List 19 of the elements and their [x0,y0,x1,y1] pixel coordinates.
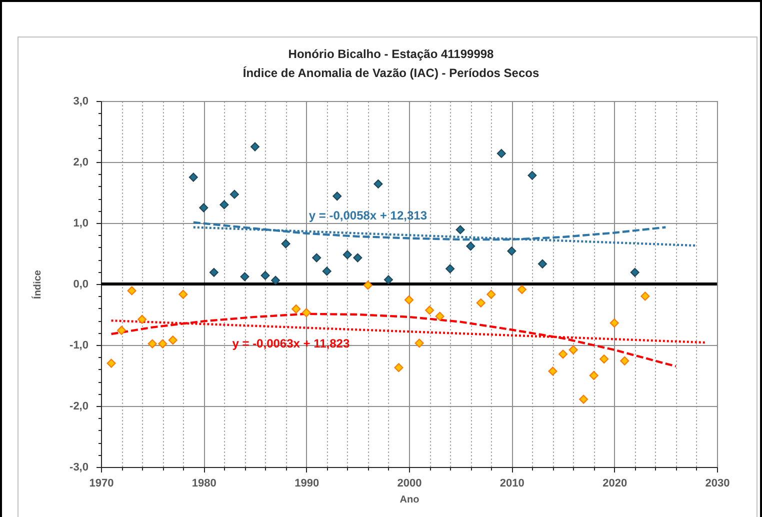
x-tick-label: 1990 [294,478,320,490]
x-tick-label: 2010 [500,478,524,490]
y-tick-label: -1,0 [70,340,88,352]
x-axis-title: Ano [400,494,420,506]
y-tick-label: -3,0 [70,462,88,474]
x-tick-label: 1970 [89,478,114,490]
chart-title: Honório Bicalho - Estação 41199998 [288,47,494,61]
x-tick-label: 2000 [397,478,422,490]
y-tick-label: 3,0 [73,96,88,108]
y-tick-label: -2,0 [70,400,88,412]
chart-subtitle: Índice de Anomalia de Vazão (IAC) - Períodos Secos [242,66,540,80]
x-tick-label: 2020 [602,478,628,490]
y-tick-label: 0,0 [73,278,88,290]
y-tick-label: 1,0 [73,218,88,230]
y-axis-title: Índice [32,270,44,299]
x-tick-label: 2030 [705,478,730,490]
annotation: y = -0,0063x + 11,823 [232,336,350,350]
y-tick-label: 2,0 [73,156,88,168]
x-tick-label: 1980 [192,478,216,490]
